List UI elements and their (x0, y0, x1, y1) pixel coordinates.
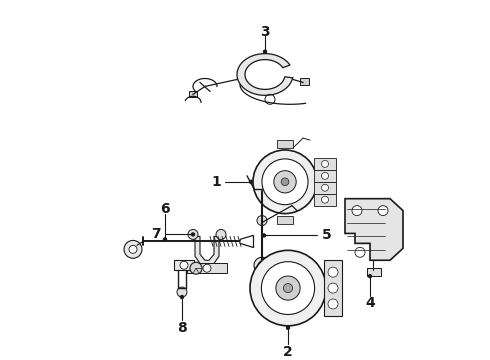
Text: 3: 3 (260, 25, 270, 39)
Bar (314, 182, 336, 194)
Circle shape (258, 261, 266, 269)
Bar (314, 170, 336, 182)
Text: 6: 6 (160, 202, 170, 216)
Circle shape (264, 50, 267, 53)
Bar (174, 260, 194, 270)
Circle shape (283, 284, 293, 293)
Circle shape (180, 296, 183, 298)
Circle shape (378, 206, 388, 216)
Circle shape (328, 283, 338, 293)
Text: 7: 7 (151, 228, 161, 242)
Circle shape (321, 184, 328, 191)
Circle shape (257, 216, 267, 225)
Bar (277, 140, 293, 148)
Bar (324, 260, 342, 316)
Circle shape (287, 326, 290, 329)
Circle shape (328, 299, 338, 309)
Circle shape (203, 264, 211, 272)
Bar (277, 216, 293, 224)
Circle shape (253, 150, 317, 213)
Circle shape (355, 247, 365, 257)
Circle shape (368, 275, 371, 278)
Text: 1: 1 (211, 175, 221, 189)
Circle shape (285, 201, 295, 211)
Bar (300, 78, 309, 85)
Circle shape (328, 267, 338, 277)
Text: 8: 8 (177, 321, 187, 335)
Circle shape (265, 94, 275, 104)
Text: 5: 5 (322, 229, 332, 242)
Circle shape (281, 178, 289, 186)
Bar (314, 158, 336, 170)
Circle shape (180, 261, 188, 269)
Bar (367, 268, 381, 276)
Circle shape (259, 173, 265, 179)
Circle shape (274, 171, 296, 193)
Circle shape (263, 234, 266, 237)
Circle shape (352, 206, 362, 216)
Circle shape (190, 262, 202, 274)
Circle shape (124, 240, 142, 258)
Circle shape (321, 172, 328, 179)
Circle shape (164, 238, 167, 241)
Text: 2: 2 (283, 345, 293, 359)
Circle shape (321, 161, 328, 167)
Circle shape (255, 169, 269, 183)
Circle shape (188, 229, 198, 239)
Polygon shape (237, 54, 293, 95)
Circle shape (177, 287, 187, 297)
Bar (189, 91, 197, 97)
Polygon shape (195, 237, 219, 266)
Circle shape (250, 250, 326, 326)
Circle shape (249, 180, 252, 183)
Text: 4: 4 (365, 296, 375, 310)
Circle shape (216, 229, 226, 239)
Circle shape (321, 196, 328, 203)
Circle shape (276, 276, 300, 300)
Circle shape (254, 257, 270, 273)
Circle shape (129, 246, 137, 253)
Circle shape (261, 262, 315, 315)
Bar (187, 263, 227, 273)
Bar (314, 194, 336, 206)
Circle shape (262, 159, 308, 205)
Polygon shape (345, 199, 403, 260)
Circle shape (192, 233, 195, 236)
